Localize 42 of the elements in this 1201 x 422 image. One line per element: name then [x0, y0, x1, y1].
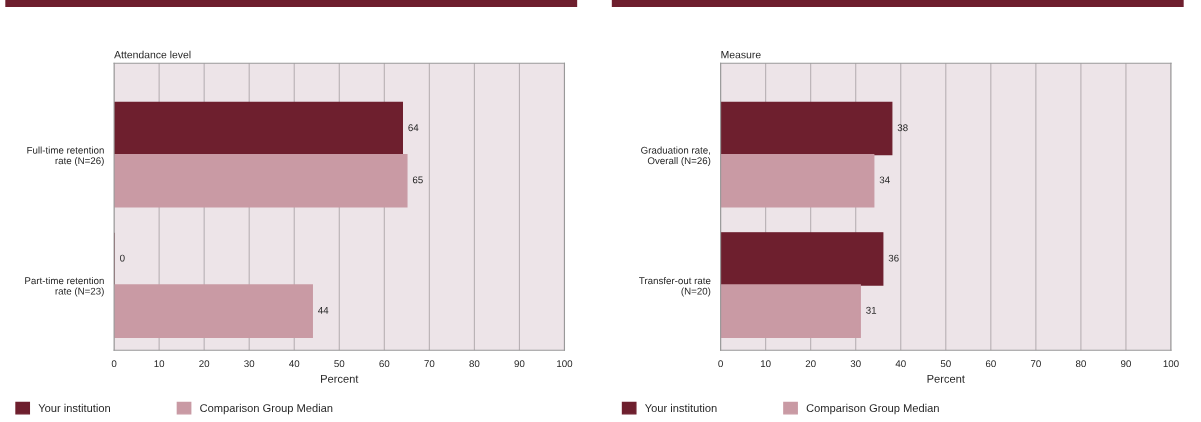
data-label: 31: [866, 306, 877, 314]
data-label: 36: [888, 254, 899, 262]
legend-label: Your institution: [38, 403, 110, 413]
x-tick-label: 10: [760, 360, 771, 368]
x-tick-label: 70: [1030, 360, 1041, 368]
legend-label: Comparison Group Median: [806, 403, 939, 415]
y-tick-label: Transfer-out rate (N=20): [639, 277, 711, 297]
x-axis-title: Percent: [927, 375, 965, 383]
x-tick-label: 0: [111, 360, 117, 368]
data-label: 34: [879, 176, 890, 184]
x-tick-label: 40: [289, 360, 300, 368]
y-axis-title: Attendance level: [114, 50, 191, 59]
x-tick-label: 20: [199, 360, 210, 368]
x-tick-label: 10: [154, 360, 165, 368]
x-tick-label: 90: [1120, 360, 1131, 368]
x-tick-label: 60: [985, 360, 996, 368]
x-tick-label: 90: [514, 360, 525, 368]
x-tick-label: 80: [469, 360, 480, 368]
x-tick-label: 50: [940, 360, 951, 368]
data-label: 0: [120, 254, 125, 262]
x-tick-label: 70: [424, 360, 435, 368]
x-tick-label: 80: [1075, 360, 1086, 368]
legend-label: Your institution: [644, 403, 717, 413]
x-tick-label: 30: [850, 360, 861, 368]
y-tick-label: Full-time retention rate (N=26): [27, 146, 104, 167]
x-tick-label: 100: [1163, 360, 1179, 368]
x-tick-label: 20: [805, 360, 816, 368]
data-label: 38: [897, 124, 908, 132]
legend-label: Comparison Group Median: [200, 403, 333, 415]
y-axis-title: Measure: [721, 51, 761, 59]
x-axis-title: Percent: [321, 375, 359, 383]
x-tick-label: 30: [244, 360, 255, 368]
x-tick-label: 60: [379, 360, 390, 368]
data-label: 44: [318, 306, 329, 314]
x-tick-label: 50: [334, 360, 345, 368]
y-tick-label: Part-time retention rate (N=23): [25, 276, 104, 297]
x-tick-label: 100: [557, 360, 573, 368]
x-tick-label: 0: [718, 360, 723, 368]
x-tick-label: 40: [895, 360, 906, 368]
y-tick-label: Graduation rate, Overall (N=26): [641, 146, 711, 167]
data-label: 64: [408, 124, 419, 132]
data-label: 65: [412, 176, 423, 184]
